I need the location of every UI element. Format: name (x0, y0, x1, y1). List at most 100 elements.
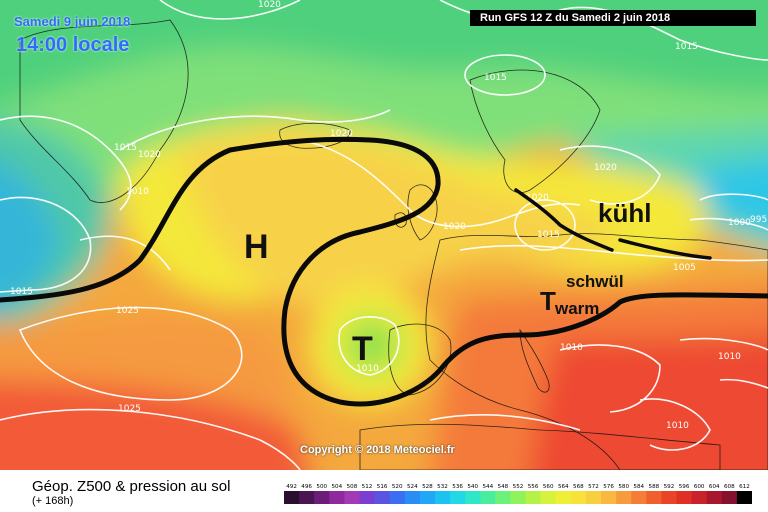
legend-swatch (585, 491, 602, 504)
isobar-label: 1020 (443, 222, 466, 232)
forecast-date: Samedi 9 juin 2018 (14, 14, 131, 29)
isobar-label: 1025 (116, 306, 139, 316)
legend-value-label: 592 (664, 484, 675, 490)
isobar-label: 1000 (728, 218, 751, 228)
legend-swatch (419, 491, 436, 504)
isobar-label: 1015 (114, 143, 137, 153)
isobar-label: 1010 (666, 421, 689, 431)
boundary-line-cool-east (618, 238, 712, 260)
legend-swatch (329, 491, 345, 504)
legend-swatch (616, 491, 632, 504)
forecast-time: 14:00 locale (16, 34, 130, 56)
legend-value-label: 544 (482, 484, 493, 490)
legend-value-label: 564 (558, 484, 569, 490)
legend-value-label: 568 (573, 484, 584, 490)
legend-value-label: 608 (724, 484, 735, 490)
legend-swatch (525, 491, 542, 504)
legend-swatch (691, 491, 708, 504)
low-pressure-label: T (352, 330, 373, 368)
isobar-label: 1025 (118, 404, 141, 414)
isobar-label: 1010 (356, 364, 379, 374)
humid-label: schwül (566, 272, 624, 291)
isobar-label: 1010 (126, 187, 149, 197)
isobar-label: 1020 (594, 163, 617, 173)
isobar-label: 1015 (484, 73, 507, 83)
isobar-label: 1020 (258, 0, 281, 10)
legend-value-label: 524 (407, 484, 418, 490)
legend-swatch (465, 491, 481, 504)
legend-swatch (601, 491, 617, 504)
isobar-label: 1015 (675, 42, 698, 52)
legend-value-label: 572 (588, 484, 599, 490)
legend-swatch (404, 491, 421, 504)
legend-swatch (706, 491, 723, 504)
legend-value-label: 540 (467, 484, 478, 490)
legend-swatch (676, 491, 693, 504)
legend-value-label: 580 (618, 484, 629, 490)
legend-swatch (540, 491, 557, 504)
isobar-labels: 1020 1015 1015 1020 1015 1020 1010 1020 … (10, 0, 767, 431)
model-run-label: Run GFS 12 Z du Samedi 2 juin 2018 (470, 10, 756, 26)
legend-value-label: 536 (452, 484, 463, 490)
legend-value-label: 596 (679, 484, 690, 490)
isobar-label: 1020 (330, 129, 353, 139)
legend-value-label: 548 (498, 484, 509, 490)
isobar-label: 1015 (537, 230, 560, 240)
legend-swatch (450, 491, 466, 504)
legend-value-label: 600 (694, 484, 705, 490)
legend-swatch (374, 491, 391, 504)
isobar-label: 995 (750, 215, 767, 225)
legend-swatch (284, 491, 300, 504)
cool-label: kühl (598, 198, 651, 228)
forecast-step: (+ 168h) (32, 495, 74, 507)
legend-swatch (646, 491, 662, 504)
legend-swatch (480, 491, 496, 504)
boundary-line-cool (514, 188, 614, 252)
legend-value-label: 552 (513, 484, 524, 490)
low-pressure-label-secondary: T (540, 286, 556, 316)
legend-labels: 492 496 500 504 508 512 516 520 524 528 532 536 540 5… (286, 484, 750, 490)
legend-value-label: 508 (347, 484, 358, 490)
color-legend: 492 496 500 504 508 512 516 520 524 528 532 536 540 5… (284, 484, 752, 504)
high-pressure-label: H (244, 228, 269, 266)
legend-value-label: 576 (603, 484, 614, 490)
forecast-map: 1020 1015 1015 1020 1015 1020 1010 1020 … (0, 0, 768, 470)
legend-swatch (495, 491, 511, 504)
copyright-text: Copyright © 2018 Meteociel.fr (300, 444, 455, 456)
legend-swatch (721, 491, 738, 504)
isobar-label: 1020 (138, 150, 161, 160)
legend-value-label: 584 (633, 484, 644, 490)
isobar-label: 1020 (526, 193, 549, 203)
legend-value-label: 532 (437, 484, 448, 490)
legend-swatch (344, 491, 360, 504)
warm-label: warm (554, 299, 599, 318)
legend-value-label: 556 (528, 484, 539, 490)
legend-value-label: 504 (331, 484, 342, 490)
legend-value-label: 612 (739, 484, 750, 490)
legend-value-label: 588 (649, 484, 660, 490)
legend-value-label: 528 (422, 484, 433, 490)
land-outlines (19, 19, 768, 470)
legend-swatch (631, 491, 647, 504)
isobar-label: 1005 (673, 263, 696, 273)
legend-swatch (314, 491, 330, 504)
legend-swatch (555, 491, 572, 504)
legend-value-label: 492 (286, 484, 297, 490)
isobar-label: 1015 (10, 287, 33, 297)
legend-swatch (389, 491, 406, 504)
chart-title: Géop. Z500 & pression au sol (32, 478, 231, 495)
drawn-boundaries (0, 136, 768, 407)
legend-value-label: 496 (301, 484, 312, 490)
legend-value-label: 516 (377, 484, 388, 490)
legend-swatch (510, 491, 526, 504)
isobar-label: 1010 (560, 343, 583, 353)
legend-value-label: 500 (316, 484, 327, 490)
legend-value-label: 520 (392, 484, 403, 490)
legend-swatch (359, 491, 375, 504)
legend-swatch (736, 491, 752, 504)
legend-swatches (284, 491, 752, 504)
legend-swatch (661, 491, 677, 504)
legend-swatch (570, 491, 587, 504)
legend-swatch (299, 491, 315, 504)
legend-value-label: 560 (543, 484, 554, 490)
